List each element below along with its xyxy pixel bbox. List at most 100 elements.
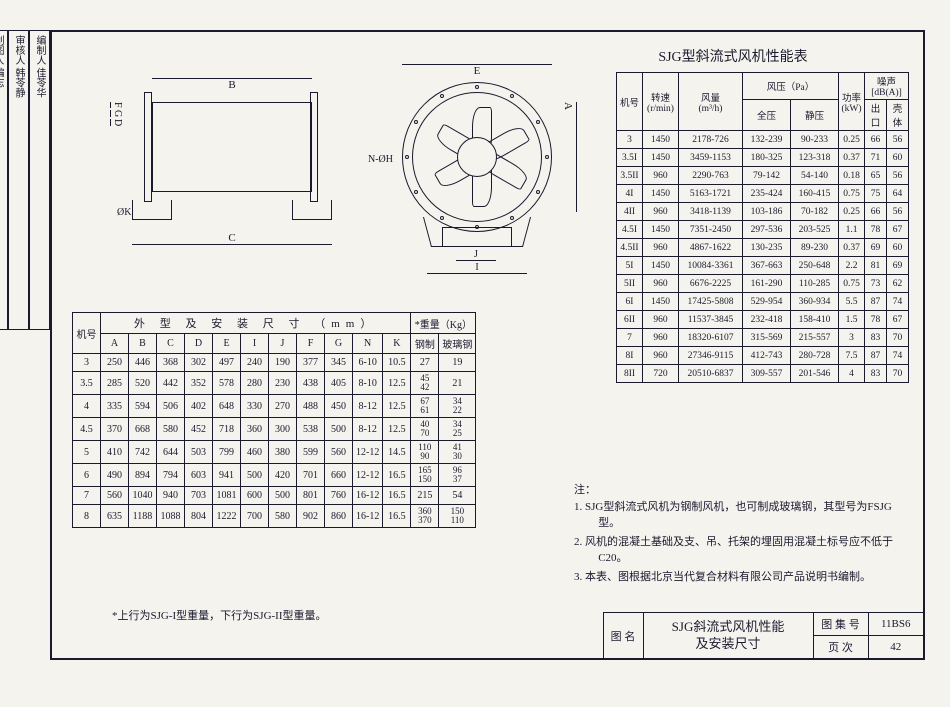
table-row: 4.5II9604867-1622130-23589-2300.376960 — [617, 239, 909, 257]
cell: 1450 — [643, 221, 679, 239]
cell: 529-954 — [743, 293, 791, 311]
table-row: 796018320-6107315-569215-55738370 — [617, 329, 909, 347]
dim-g: G — [110, 110, 124, 117]
dim-col-E: E — [213, 334, 241, 354]
titleblock-book-label: 图 集 号 — [813, 613, 868, 636]
pcol-speed: 转速(r/min) — [643, 73, 679, 131]
bolt-hole — [536, 190, 540, 194]
cell: 16-12 — [353, 505, 383, 528]
cell: 1088 — [157, 505, 185, 528]
cell: 7351-2450 — [679, 221, 743, 239]
col-model: 机号 — [73, 313, 101, 354]
cell: 67 — [887, 311, 909, 329]
fan-body — [152, 102, 312, 192]
cell: 165150 — [411, 464, 439, 487]
pcol-out: 出口 — [865, 100, 887, 131]
flange-left — [144, 92, 152, 202]
cell: 132-239 — [743, 131, 791, 149]
cell: 20510-6837 — [679, 365, 743, 383]
cell: 69 — [865, 239, 887, 257]
dim-d: D — [110, 119, 124, 126]
cell: 5163-1721 — [679, 185, 743, 203]
cell: 190 — [269, 354, 297, 372]
bolt-hole — [475, 85, 479, 89]
cell: 17425-5808 — [679, 293, 743, 311]
cell: 3418-1139 — [679, 203, 743, 221]
cell: 718 — [213, 418, 241, 441]
table-row: 541074264450379946038059956012-1214.5110… — [73, 441, 476, 464]
bolt-hole — [475, 225, 479, 229]
cell: 1450 — [643, 185, 679, 203]
cell: 19 — [439, 354, 476, 372]
notes: 注： 1. SJG型斜流式风机为钢制风机，也可制成玻璃钢，其型号为FSJG型。 … — [574, 482, 909, 587]
cell: 442 — [157, 372, 185, 395]
cell: 1040 — [129, 487, 157, 505]
cell: 700 — [241, 505, 269, 528]
cell: 0.37 — [839, 149, 865, 167]
cell: 3422 — [439, 395, 476, 418]
perf-table-title: SJG型斜流式风机性能表 — [573, 46, 893, 66]
cell: 6761 — [411, 395, 439, 418]
cell: 1081 — [213, 487, 241, 505]
table-row: 4II9603418-1139103-18670-1820.256656 — [617, 203, 909, 221]
cell: 894 — [129, 464, 157, 487]
dim-k: ØK — [117, 207, 131, 218]
cell: 11090 — [411, 441, 439, 464]
cell: 500 — [241, 464, 269, 487]
pcol-body: 壳体 — [887, 100, 909, 131]
cell: 315-569 — [743, 329, 791, 347]
cell: 648 — [213, 395, 241, 418]
cell: 960 — [643, 167, 679, 185]
cell: 804 — [185, 505, 213, 528]
cell: 78 — [865, 311, 887, 329]
cell: 60 — [887, 149, 909, 167]
cell: 70 — [887, 329, 909, 347]
cell: 460 — [241, 441, 269, 464]
cell: 6676-2225 — [679, 275, 743, 293]
cell: 75 — [865, 185, 887, 203]
cell: 280-728 — [791, 347, 839, 365]
cell: 83 — [865, 329, 887, 347]
cell-model: 4.5II — [617, 239, 643, 257]
bolt-hole — [440, 216, 444, 220]
foot-left — [132, 200, 172, 220]
cell: 250-648 — [791, 257, 839, 275]
cell: 1222 — [213, 505, 241, 528]
cell: 230 — [269, 372, 297, 395]
dim-col-钢制: 钢制 — [411, 334, 439, 354]
cell-model: 6 — [73, 464, 101, 487]
dims-fgd: F G D — [110, 102, 124, 192]
dim-col-K: K — [383, 334, 411, 354]
cell: 65 — [865, 167, 887, 185]
cell: 285 — [101, 372, 129, 395]
cell: 599 — [297, 441, 325, 464]
cell: 215-557 — [791, 329, 839, 347]
dim-col-玻璃钢: 玻璃钢 — [439, 334, 476, 354]
cell: 1.5 — [839, 311, 865, 329]
cell: 452 — [185, 418, 213, 441]
cell: 12.5 — [383, 372, 411, 395]
cell: 54 — [439, 487, 476, 505]
cell: 71 — [865, 149, 887, 167]
table-row: 4I14505163-1721235-424160-4150.757564 — [617, 185, 909, 203]
performance-table: 机号 转速(r/min) 风量(m³/h) 风压（Pa） 功率(kW) 噪声[d… — [616, 72, 909, 383]
table-row: 75601040940703108160050080176016-1216.52… — [73, 487, 476, 505]
cell: 235-424 — [743, 185, 791, 203]
flange-right — [310, 92, 318, 202]
cell: 12-12 — [353, 441, 383, 464]
cell: 635 — [101, 505, 129, 528]
dim-col-G: G — [325, 334, 353, 354]
cell: 27 — [411, 354, 439, 372]
base — [442, 227, 512, 247]
cell: 16.5 — [383, 505, 411, 528]
cell: 450 — [325, 395, 353, 418]
cell: 3459-1153 — [679, 149, 743, 167]
bolt-hole — [545, 155, 549, 159]
cell: 488 — [297, 395, 325, 418]
cell: 600 — [241, 487, 269, 505]
pcol-power: 功率(kW) — [839, 73, 865, 131]
dim-i: I — [427, 262, 527, 274]
note-3: 3. 本表、图根据北京当代复合材料有限公司产品说明书编制。 — [574, 569, 909, 586]
cell-model: 8I — [617, 347, 643, 365]
cell: 335 — [101, 395, 129, 418]
